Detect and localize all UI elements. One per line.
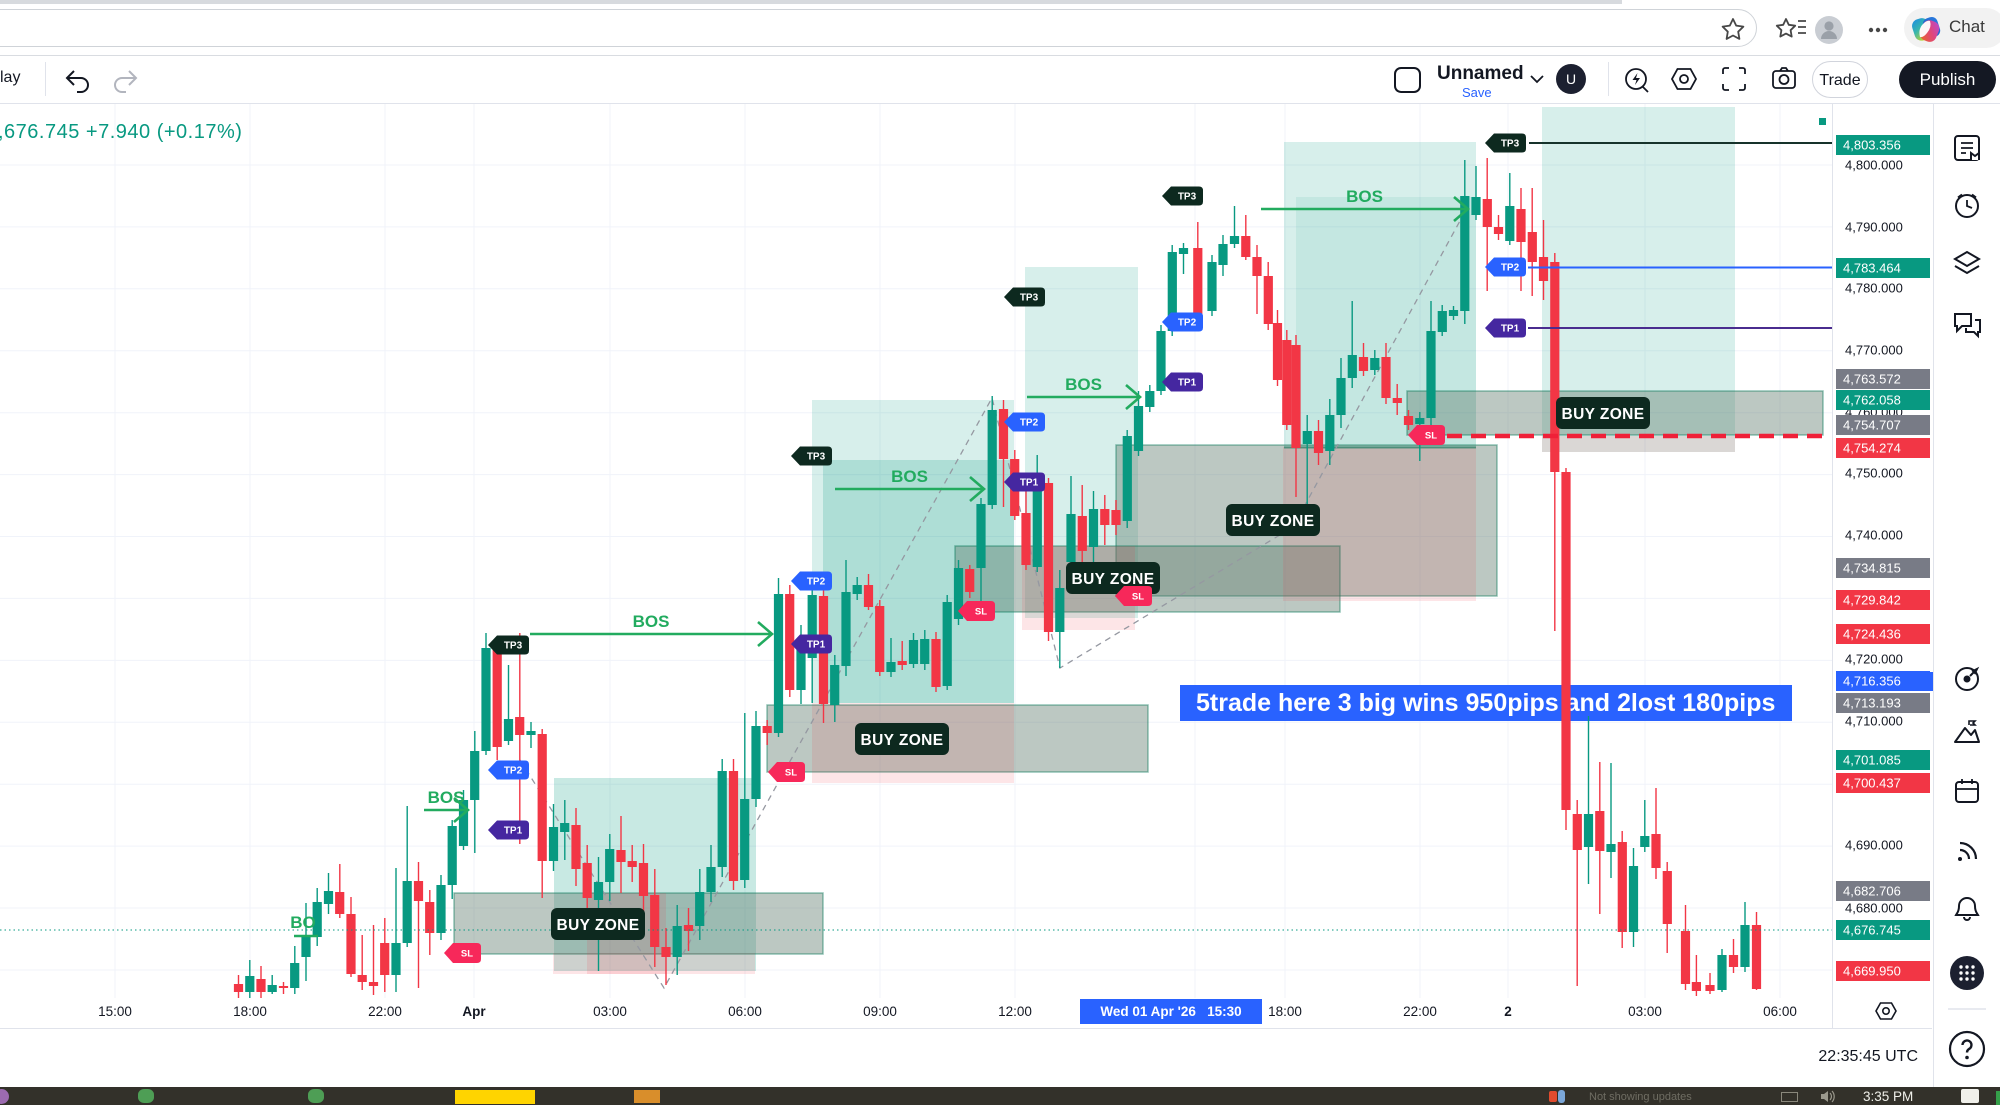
svg-text:22:00: 22:00 <box>1403 1004 1437 1019</box>
svg-text:TP1: TP1 <box>1020 478 1039 489</box>
svg-text:4,700.437: 4,700.437 <box>1843 776 1901 791</box>
svg-text:TP2: TP2 <box>1020 418 1039 429</box>
svg-text:4,750.000: 4,750.000 <box>1845 466 1903 481</box>
svg-text:TP2: TP2 <box>807 577 826 588</box>
svg-text:09:00: 09:00 <box>863 1004 897 1019</box>
svg-text:4,724.436: 4,724.436 <box>1843 627 1901 642</box>
svg-text:18:00: 18:00 <box>1268 1004 1302 1019</box>
svg-text:4,800.000: 4,800.000 <box>1845 158 1903 173</box>
svg-text:BOS: BOS <box>633 612 670 631</box>
svg-text:TP3: TP3 <box>1501 139 1520 150</box>
svg-text:SL: SL <box>1132 591 1144 602</box>
svg-text:TP1: TP1 <box>807 640 826 651</box>
svg-text:03:00: 03:00 <box>593 1004 627 1019</box>
svg-text:4,676.745: 4,676.745 <box>1843 923 1901 938</box>
svg-text:12:00: 12:00 <box>998 1004 1032 1019</box>
svg-text:15:00: 15:00 <box>98 1004 132 1019</box>
svg-text:4,680.000: 4,680.000 <box>1845 901 1903 916</box>
svg-text:4,734.815: 4,734.815 <box>1843 561 1901 576</box>
svg-text:BOS: BOS <box>891 467 928 486</box>
svg-text:BUY ZONE: BUY ZONE <box>860 732 943 749</box>
svg-text:TP2: TP2 <box>1178 318 1197 329</box>
svg-text:2: 2 <box>1504 1004 1512 1019</box>
svg-text:BUY ZONE: BUY ZONE <box>1071 571 1154 588</box>
svg-text:BUY ZONE: BUY ZONE <box>1231 513 1314 530</box>
svg-text:BOS: BOS <box>428 788 465 807</box>
svg-text:SL: SL <box>785 767 797 778</box>
svg-text:Wed 01 Apr '26 15:30: Wed 01 Apr '26 15:30 <box>1100 1004 1241 1019</box>
svg-text:4,716.356: 4,716.356 <box>1843 674 1901 689</box>
svg-text:BOS: BOS <box>1065 375 1102 394</box>
svg-text:4,720.000: 4,720.000 <box>1845 652 1903 667</box>
svg-text:4,754.274: 4,754.274 <box>1843 441 1901 456</box>
svg-text:4,729.842: 4,729.842 <box>1843 593 1901 608</box>
svg-text:Apr: Apr <box>462 1004 486 1019</box>
svg-text:TP3: TP3 <box>504 641 523 652</box>
svg-text:4,763.572: 4,763.572 <box>1843 372 1901 387</box>
svg-text:4,803.356: 4,803.356 <box>1843 138 1901 153</box>
svg-text:4,770.000: 4,770.000 <box>1845 343 1903 358</box>
svg-text:TP1: TP1 <box>1501 324 1520 335</box>
svg-text:TP2: TP2 <box>504 766 523 777</box>
svg-text:TP3: TP3 <box>807 452 826 463</box>
svg-text:4,780.000: 4,780.000 <box>1845 281 1903 296</box>
svg-text:4,740.000: 4,740.000 <box>1845 528 1903 543</box>
svg-text:4,713.193: 4,713.193 <box>1843 696 1901 711</box>
svg-text:4,754.707: 4,754.707 <box>1843 418 1901 433</box>
svg-text:TP3: TP3 <box>1020 293 1039 304</box>
svg-text:5trade here 3 big wins 950pips: 5trade here 3 big wins 950pips and 2lost… <box>1196 689 1775 717</box>
svg-text:BUY ZONE: BUY ZONE <box>556 917 639 934</box>
svg-text:TP1: TP1 <box>1178 378 1197 389</box>
svg-text:4,682.706: 4,682.706 <box>1843 884 1901 899</box>
svg-text:4,701.085: 4,701.085 <box>1843 753 1901 768</box>
svg-text:SL: SL <box>461 948 473 959</box>
svg-text:TP2: TP2 <box>1501 263 1520 274</box>
svg-text:4,790.000: 4,790.000 <box>1845 220 1903 235</box>
svg-text:06:00: 06:00 <box>728 1004 762 1019</box>
svg-text:4,669.950: 4,669.950 <box>1843 964 1901 979</box>
svg-text:,676.745 +7.940 (+0.17%): ,676.745 +7.940 (+0.17%) <box>0 121 242 143</box>
svg-text:SL: SL <box>1425 430 1437 441</box>
svg-text:06:00: 06:00 <box>1763 1004 1797 1019</box>
svg-text:TP1: TP1 <box>504 826 523 837</box>
svg-text:4,762.058: 4,762.058 <box>1843 393 1901 408</box>
svg-text:4,710.000: 4,710.000 <box>1845 714 1903 729</box>
svg-text:4,690.000: 4,690.000 <box>1845 838 1903 853</box>
svg-text:BUY ZONE: BUY ZONE <box>1561 406 1644 423</box>
svg-text:SL: SL <box>975 606 987 617</box>
svg-text:BO: BO <box>290 913 316 932</box>
svg-text:03:00: 03:00 <box>1628 1004 1662 1019</box>
svg-text:BOS: BOS <box>1346 187 1383 206</box>
svg-text:TP3: TP3 <box>1178 192 1197 203</box>
svg-text:18:00: 18:00 <box>233 1004 267 1019</box>
svg-text:4,783.464: 4,783.464 <box>1843 261 1901 276</box>
svg-text:22:00: 22:00 <box>368 1004 402 1019</box>
svg-text:22:35:45 UTC: 22:35:45 UTC <box>1818 1048 1918 1065</box>
